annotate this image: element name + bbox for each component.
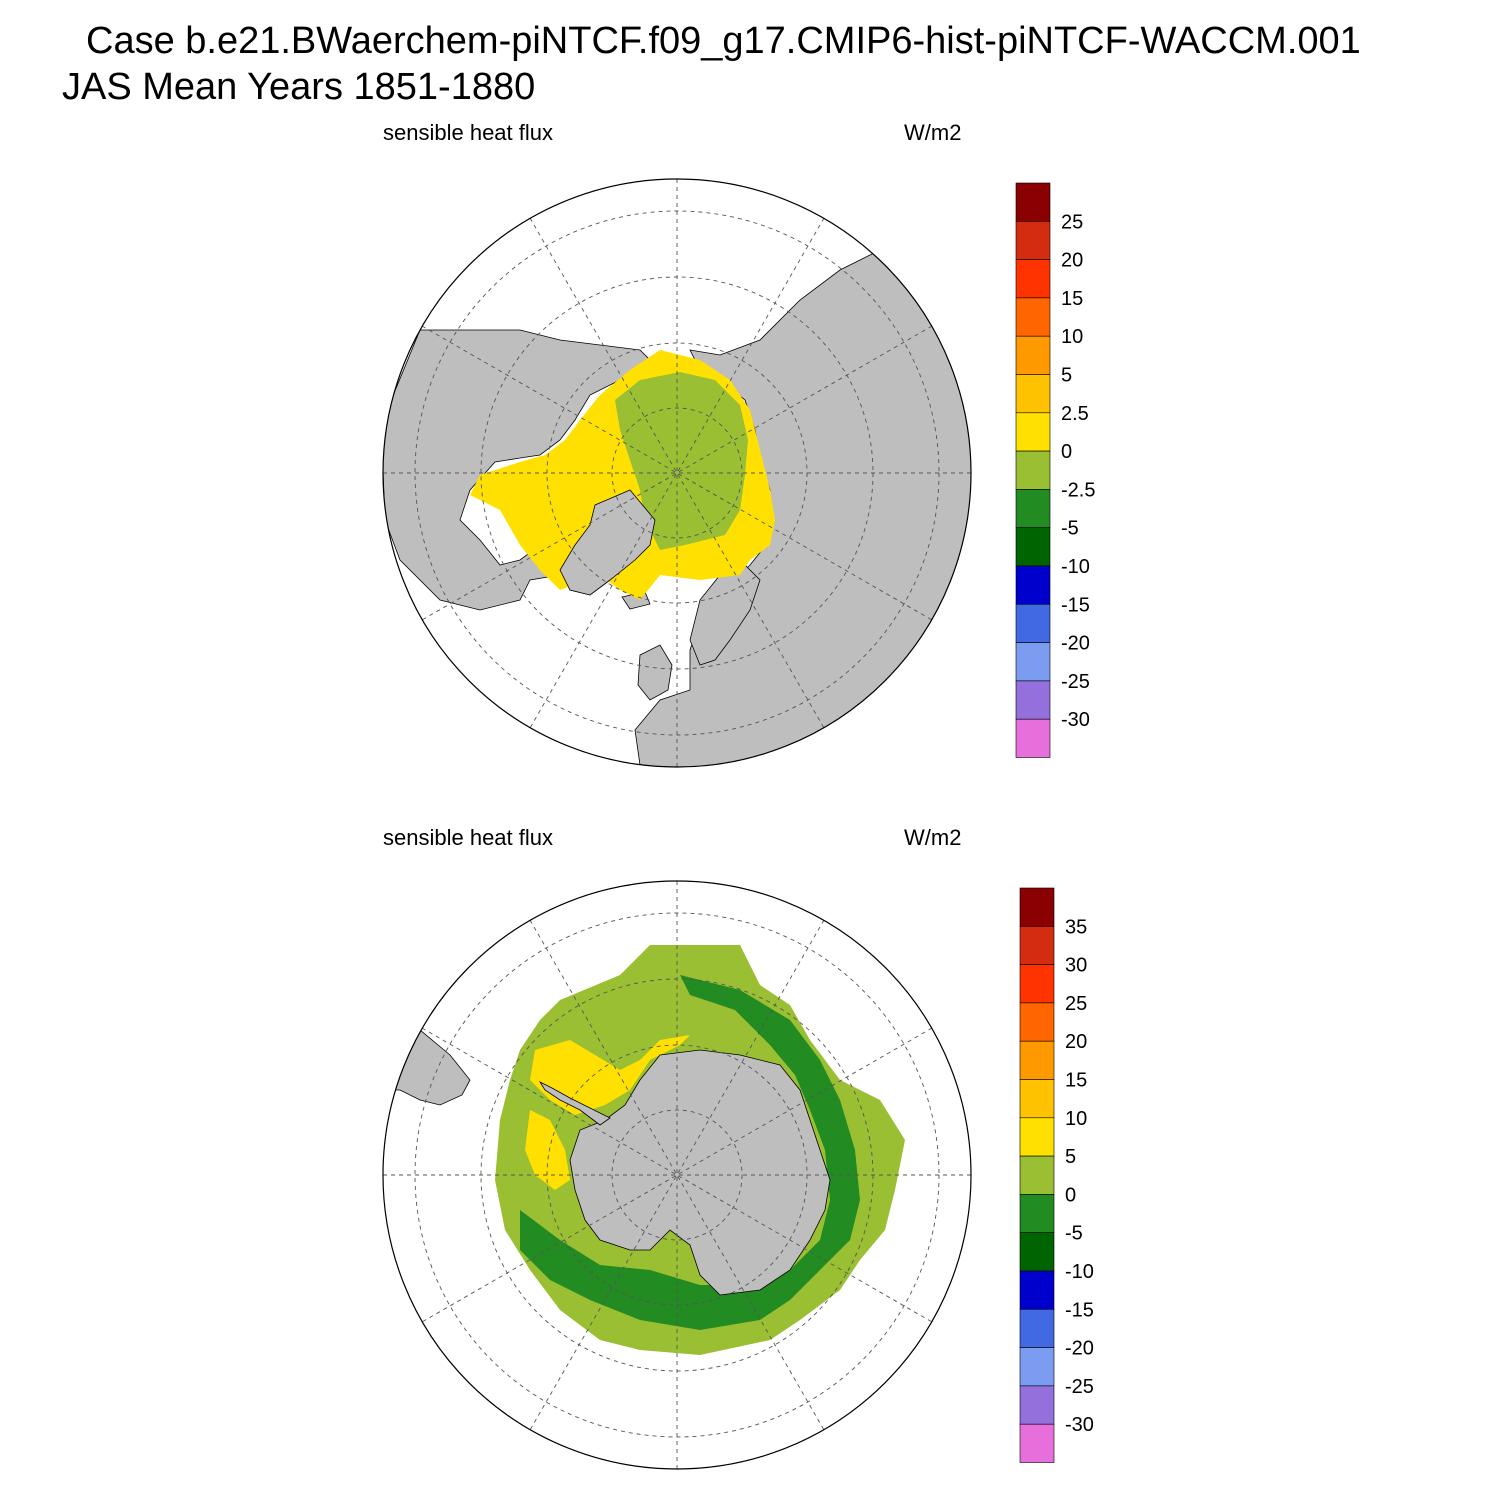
north-colorbar-label: 15 bbox=[1061, 288, 1083, 310]
south-colorbar-label: -30 bbox=[1065, 1414, 1094, 1436]
south-colorbar-box bbox=[1019, 1194, 1055, 1234]
north-graticule bbox=[383, 179, 971, 767]
south-colorbar: 35 30 25 20 15 10 5 0 -5 -10 -15 -20 -25 -30 bbox=[1019, 887, 1094, 1463]
south-colorbar-label: 15 bbox=[1065, 1070, 1087, 1092]
north-colorbar-box bbox=[1015, 565, 1051, 605]
south-polar-map bbox=[383, 881, 971, 1469]
north-colorbar-label: 25 bbox=[1061, 211, 1083, 233]
north-colorbar-label: 20 bbox=[1061, 250, 1083, 272]
south-colorbar-label: 25 bbox=[1065, 993, 1087, 1015]
south-colorbar-box bbox=[1019, 1385, 1055, 1425]
south-colorbar-box bbox=[1019, 887, 1055, 927]
south-colorbar-label: -20 bbox=[1065, 1338, 1094, 1360]
south-colorbar-box bbox=[1019, 1232, 1055, 1272]
south-colorbar-label: 20 bbox=[1065, 1031, 1087, 1053]
north-colorbar-box bbox=[1015, 374, 1051, 414]
south-units-label: W/m2 bbox=[904, 825, 962, 850]
north-units-label: W/m2 bbox=[904, 120, 962, 145]
north-colorbar-box bbox=[1015, 527, 1051, 567]
south-colorbar-label: -15 bbox=[1065, 1299, 1094, 1321]
north-flux-near-zero-core bbox=[615, 372, 748, 550]
south-land-peninsula bbox=[538, 1081, 611, 1126]
south-graticule bbox=[383, 881, 971, 1469]
north-colorbar-box bbox=[1015, 221, 1051, 260]
north-colorbar-box bbox=[1015, 297, 1051, 337]
south-variable-label: sensible heat flux bbox=[383, 825, 553, 850]
north-polar-map bbox=[383, 179, 971, 767]
south-colorbar-box bbox=[1019, 1309, 1055, 1348]
south-colorbar-box bbox=[1019, 925, 1055, 965]
north-colorbar-label: -10 bbox=[1061, 556, 1090, 578]
north-land-north-america bbox=[383, 329, 651, 611]
north-colorbar-label: -2.5 bbox=[1061, 479, 1095, 501]
south-colorbar-label: -10 bbox=[1065, 1261, 1094, 1283]
north-colorbar-box bbox=[1015, 412, 1051, 452]
south-colorbar-box bbox=[1019, 1079, 1055, 1119]
south-colorbar-box bbox=[1019, 1002, 1055, 1042]
south-colorbar-box bbox=[1019, 1117, 1055, 1157]
north-colorbar-box bbox=[1015, 450, 1051, 490]
south-colorbar-box bbox=[1019, 1423, 1055, 1463]
south-colorbar-box bbox=[1019, 964, 1055, 1004]
figure-subtitle: JAS Mean Years 1851-1880 bbox=[62, 66, 536, 108]
north-land-scandinavia bbox=[689, 564, 761, 666]
north-colorbar-label: -15 bbox=[1061, 594, 1090, 616]
south-land-antarctica bbox=[569, 1049, 831, 1296]
north-land-uk bbox=[637, 644, 673, 701]
south-colorbar-label: 10 bbox=[1065, 1108, 1087, 1130]
south-colorbar-label: 5 bbox=[1065, 1146, 1076, 1168]
figure-title: Case b.e21.BWaerchem-piNTCF.f09_g17.CMIP… bbox=[86, 20, 1361, 62]
south-colorbar-box bbox=[1019, 1270, 1055, 1310]
south-colorbar-label: -5 bbox=[1065, 1223, 1083, 1245]
north-colorbar-label: -5 bbox=[1061, 518, 1079, 540]
north-colorbar-label: 10 bbox=[1061, 326, 1083, 348]
north-colorbar-label: -20 bbox=[1061, 633, 1090, 655]
north-colorbar-label: -30 bbox=[1061, 709, 1090, 731]
south-colorbar-box bbox=[1019, 1155, 1055, 1195]
south-colorbar-label: -25 bbox=[1065, 1376, 1094, 1398]
north-colorbar-label: -25 bbox=[1061, 671, 1090, 693]
north-colorbar-box bbox=[1015, 489, 1051, 528]
south-colorbar-box bbox=[1019, 1040, 1055, 1080]
north-colorbar-box bbox=[1015, 718, 1051, 758]
north-colorbar: 25 20 15 10 5 2.5 0 -2.5 -5 -10 -15 -20 -25 -30 bbox=[1015, 182, 1095, 758]
south-colorbar-label: 0 bbox=[1065, 1184, 1076, 1206]
north-colorbar-box bbox=[1015, 603, 1051, 643]
north-colorbar-label: 0 bbox=[1061, 441, 1072, 463]
north-variable-label: sensible heat flux bbox=[383, 120, 553, 145]
south-colorbar-label: 30 bbox=[1065, 955, 1087, 977]
south-flux-positive-patch-west bbox=[525, 1110, 570, 1190]
north-colorbar-box bbox=[1015, 182, 1051, 222]
north-colorbar-box bbox=[1015, 642, 1051, 682]
south-flux-positive-patch bbox=[530, 1035, 690, 1115]
north-colorbar-label: 5 bbox=[1061, 365, 1072, 387]
north-colorbar-box bbox=[1015, 335, 1051, 375]
north-colorbar-label: 2.5 bbox=[1061, 403, 1089, 425]
north-colorbar-box bbox=[1015, 259, 1051, 299]
north-colorbar-box bbox=[1015, 680, 1051, 720]
south-colorbar-label: 35 bbox=[1065, 916, 1087, 938]
south-colorbar-box bbox=[1019, 1347, 1055, 1387]
